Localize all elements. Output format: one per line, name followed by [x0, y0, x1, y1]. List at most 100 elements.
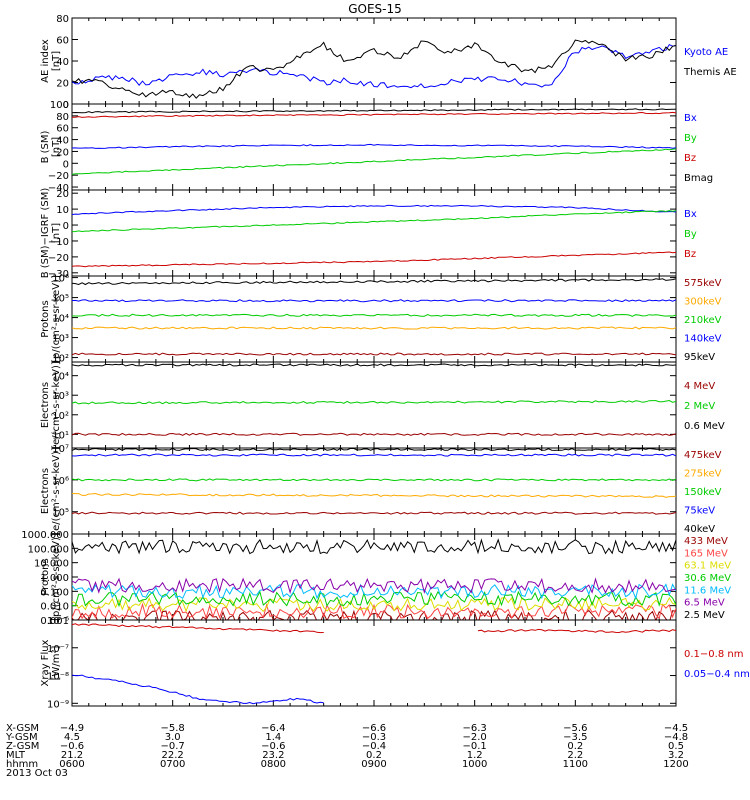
series-line [477, 628, 676, 634]
panel-frame [71, 189, 677, 277]
legend-entry: 0.6 MeV [684, 421, 725, 432]
y-tick-label: 20 [56, 79, 69, 90]
y-tick-label: 100 [50, 100, 69, 111]
legend-entry: 300keV [684, 297, 722, 308]
series-line [72, 602, 676, 620]
ephem-value: 1100 [563, 759, 588, 770]
legend-entry: 140keV [684, 334, 722, 345]
legend-entry: 6.5 MeV [684, 598, 725, 609]
ephem-value: −0.6 [261, 741, 285, 752]
ephem-value: −5.8 [161, 723, 185, 734]
y-axis-label: [p/(cm²-s-sr-keV)] [51, 533, 62, 621]
ephem-value: −0.6 [60, 741, 84, 752]
legend-entry: Bz [684, 249, 696, 260]
legend-entry: 75keV [684, 506, 715, 517]
y-tick-label: 10³ [52, 334, 69, 345]
legend-entry: By [684, 133, 697, 144]
y-tick-label: 60 [56, 124, 69, 135]
panel-frame [71, 17, 677, 105]
series-line [72, 623, 324, 634]
panel-8: 10⁻⁹ 10⁻⁸ 10⁻⁷ 10⁻⁶ Xray Flux [W/m²] 0.1−0.8 n… [40, 616, 750, 710]
legend-entry: 2.5 MeV [684, 610, 725, 621]
series-line [72, 538, 676, 555]
legend-entry: 63.1 MeV [684, 561, 731, 572]
y-tick-label: 1.000 [40, 573, 69, 584]
legend-entry: Bx [684, 113, 697, 124]
series-group [72, 623, 676, 705]
ephem-value: 0.2 [366, 750, 382, 761]
y-tick-label: 0 [63, 221, 69, 232]
ephem-value: −0.7 [161, 741, 185, 752]
series-group [72, 278, 676, 356]
legend-entry: 11.6 MeV [684, 585, 731, 596]
series-line [72, 251, 676, 268]
ephem-value: 21.2 [61, 750, 83, 761]
y-axis-label: [nT] [51, 51, 62, 71]
ephem-row-label: Z-GSM [6, 741, 39, 752]
series-line [72, 363, 676, 367]
ephem-value: 0900 [361, 759, 386, 770]
y-tick-label: 80 [56, 14, 69, 25]
y-tick-label: 20 [56, 189, 69, 200]
series-line [72, 111, 676, 118]
y-tick-label: −20 [48, 253, 69, 264]
y-tick-label: 40 [56, 136, 69, 147]
y-axis-label: [nT] [51, 223, 62, 243]
series-line [72, 108, 676, 114]
y-tick-label: 0.010 [40, 602, 69, 613]
y-axis-label: B (SM)−IGRF (SM) [40, 188, 51, 279]
series-line [72, 352, 676, 356]
y-tick-label: 40 [56, 57, 69, 68]
series-line [72, 511, 676, 515]
y-tick-label: −20 [48, 171, 69, 182]
panel-4: 10² 10³ 10⁴ 10⁵ 10⁶ Protons [p/(cm²-s-sr-keV)]… [40, 274, 722, 365]
ephem-value: 1.4 [265, 732, 281, 743]
ephem-value: −0.1 [463, 741, 487, 752]
y-tick-label: 0.001 [40, 616, 69, 627]
y-tick-label: 10 [56, 205, 69, 216]
series-line [72, 299, 676, 303]
ephem-value: 2.2 [567, 750, 583, 761]
legend-entry: 95keV [684, 352, 715, 363]
series-line [72, 210, 676, 233]
y-tick-label: 0 [63, 159, 69, 170]
ephem-value: −4.5 [664, 723, 688, 734]
ephemeris-table: X-GSMY-GSMZ-GSMMLThhmm−4.94.5−0.621.2060… [5, 723, 689, 770]
ephem-value: −0.3 [362, 732, 386, 743]
y-axis-label: [nT] [51, 137, 62, 157]
y-axis-label: Protons [40, 300, 51, 337]
legend-entry: 0.1−0.8 nm [684, 649, 743, 660]
panel-7: 0.001 0.010 0.100 1.000 10.000 100.000 1000.00… [21, 530, 731, 627]
legend-entry: 4 MeV [684, 381, 715, 392]
y-tick-label: 10⁵ [52, 294, 69, 305]
legend-entry: 165 MeV [684, 548, 728, 559]
series-line [72, 448, 676, 451]
y-axis-label: [W/m²] [51, 645, 62, 680]
date-label: 2013 Oct 03 [6, 768, 68, 779]
series-line [72, 43, 676, 89]
series-line [72, 478, 676, 482]
series-line [72, 432, 676, 436]
legend-entry: 0.05−0.4 nm [684, 669, 750, 680]
ephem-row-label: MLT [6, 750, 26, 761]
y-axis-label: B (SM) [40, 130, 51, 163]
ephem-value: 1.2 [467, 750, 483, 761]
ephem-value: 0800 [261, 759, 286, 770]
y-axis-label: [e/(cm²-s-sr-keV)] [51, 361, 62, 449]
ephem-row-label: hhmm [6, 759, 38, 770]
y-tick-label: −40 [48, 183, 69, 194]
series-line [72, 674, 324, 705]
legend-entry: 30.6 MeV [684, 573, 731, 584]
y-axis-label: Protons [40, 558, 51, 595]
y-axis-label: Xray Flux [40, 639, 51, 686]
y-tick-label: 0.100 [40, 587, 69, 598]
series-line [72, 326, 676, 330]
ephem-value: −0.4 [362, 741, 386, 752]
ephem-value: 3.0 [165, 732, 181, 743]
ephem-value: −6.6 [362, 723, 386, 734]
series-line [72, 577, 676, 595]
ephem-value: −4.9 [60, 723, 84, 734]
series-line [72, 313, 676, 317]
